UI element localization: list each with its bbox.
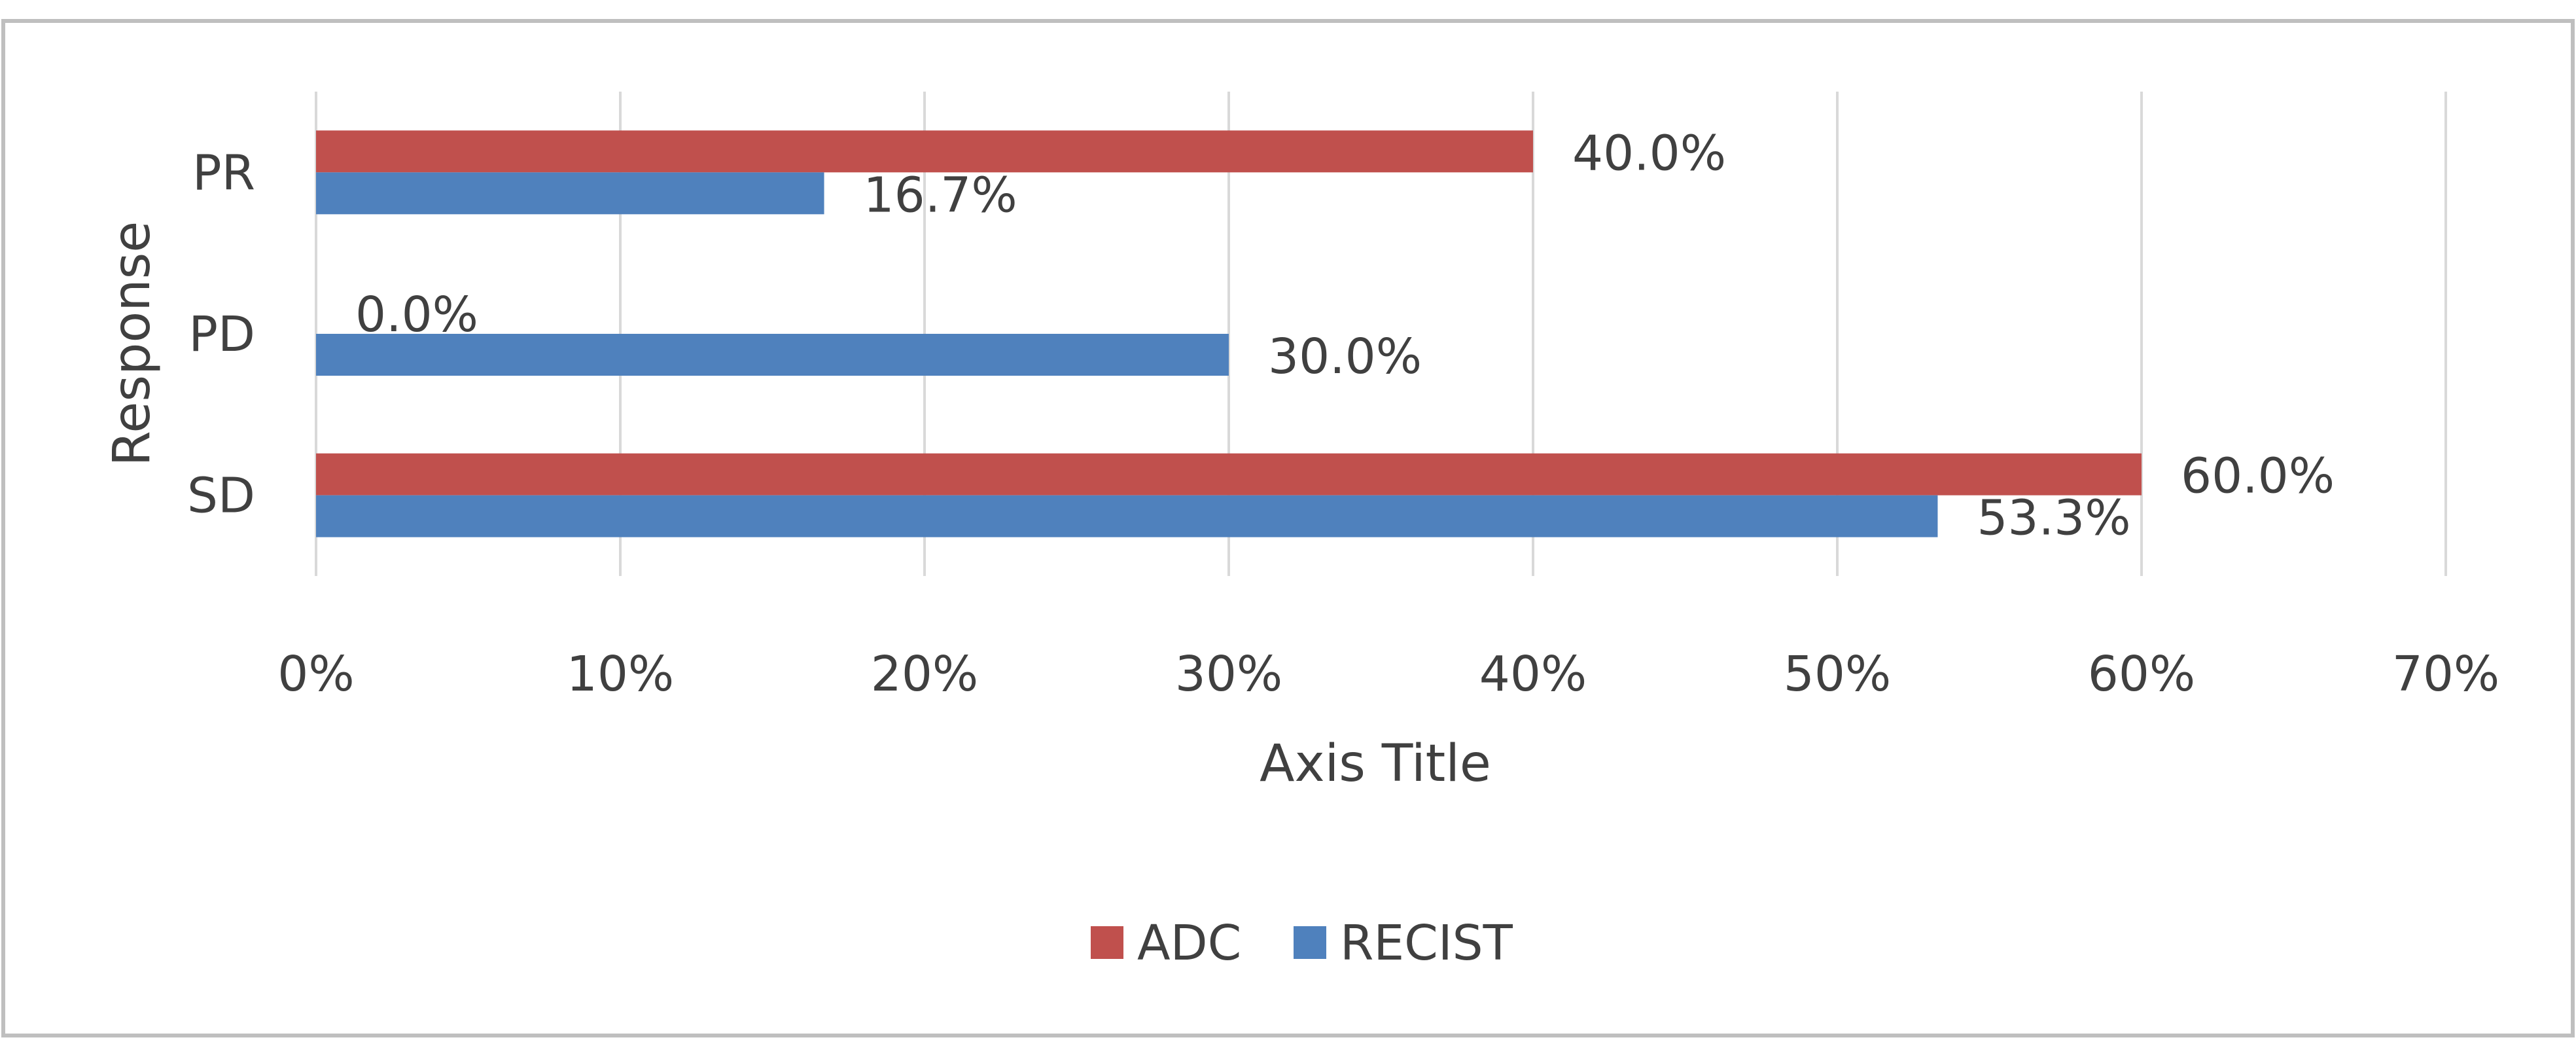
data-label-recist-pr: 16.7%	[864, 167, 1017, 223]
data-label-adc-pr: 40.0%	[1572, 125, 1726, 181]
category-label-pr: PR	[192, 145, 255, 201]
data-label-adc-sd: 60.0%	[2181, 448, 2335, 505]
legend-label-adc: ADC	[1137, 915, 1241, 971]
bar-adc-sd	[316, 453, 2142, 495]
axes: 0% 10% 20% 30% 40% 50% 60% 70% PR PD SD	[187, 145, 2499, 702]
legend-label-recist: RECIST	[1340, 915, 1513, 971]
data-label-recist-pd: 30.0%	[1268, 329, 1422, 385]
data-label-adc-pd: 0.0%	[355, 287, 478, 343]
x-tick-label-70: 70%	[2392, 646, 2499, 702]
legend-swatch-recist	[1294, 926, 1326, 959]
data-label-recist-sd: 53.3%	[1977, 490, 2130, 547]
bar-recist-sd	[316, 495, 1938, 537]
legend: ADC RECIST	[1091, 915, 1513, 971]
category-label-sd: SD	[187, 468, 255, 524]
data-labels: 40.0% 16.7% 0.0% 30.0% 60.0% 53.3%	[355, 125, 2335, 546]
x-tick-label-60: 60%	[2088, 646, 2195, 702]
bar-adc-pr	[316, 130, 1533, 173]
x-tick-label-50: 50%	[1784, 646, 1891, 702]
x-tick-label-10: 10%	[567, 646, 674, 702]
x-axis-title: Axis Title	[1260, 734, 1491, 793]
bar-recist-pr	[316, 172, 824, 215]
bar-recist-pd	[316, 334, 1229, 376]
legend-swatch-adc	[1091, 926, 1123, 959]
y-axis-title: Response	[103, 221, 162, 467]
x-tick-label-20: 20%	[871, 646, 978, 702]
bars	[316, 130, 2142, 537]
x-tick-label-30: 30%	[1175, 646, 1282, 702]
x-tick-label-0: 0%	[277, 646, 354, 702]
category-label-pd: PD	[188, 306, 255, 363]
x-tick-label-40: 40%	[1479, 646, 1587, 702]
